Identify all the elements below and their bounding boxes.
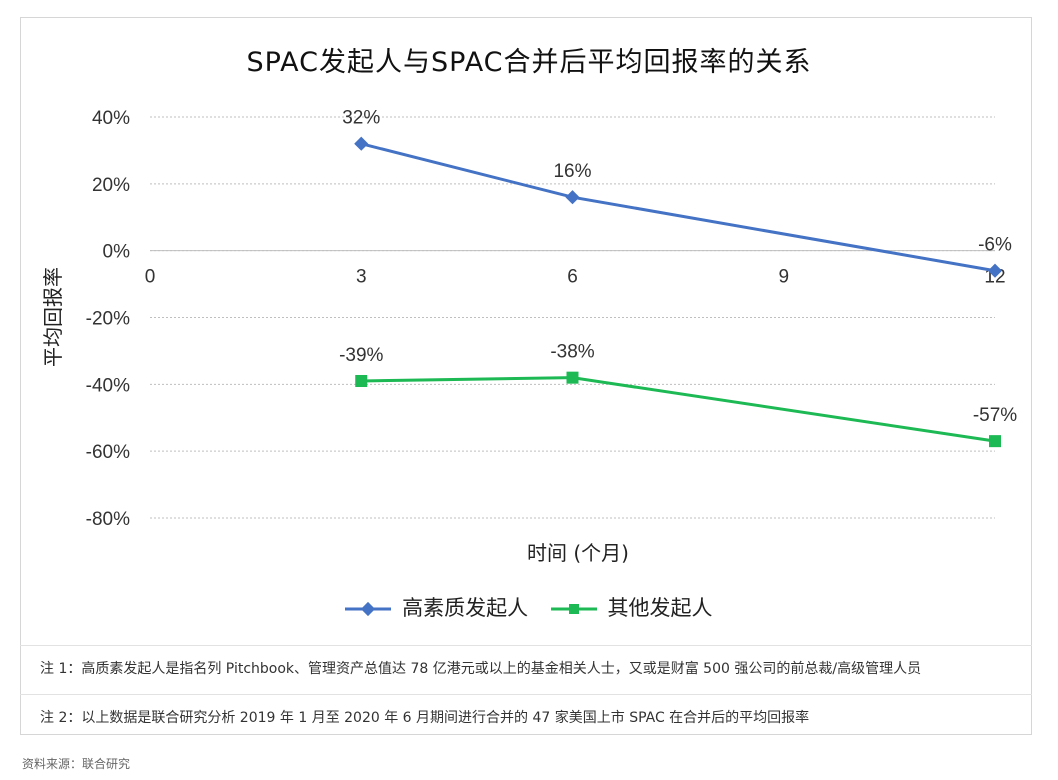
series-line [361,376,996,443]
x-tick-labels: 036912 [145,267,1006,288]
series-line [360,142,996,273]
legend-item-high-quality: 高素质发起人 [345,592,528,622]
source-text: 资料来源：联合研究 [22,757,131,771]
note-1: 注 1：高质素发起人是指名列 Pitchbook、管理资产总值达 78 亿港元或… [40,661,922,677]
data-point-diamond [987,263,1003,278]
divider [20,645,1032,646]
data-label: -6% [978,235,1012,256]
series-group: 32% 16% -6% -39% -38% -57% [339,108,1017,448]
data-label: -38% [550,342,594,363]
y-tick-label: -60% [86,442,130,463]
y-tick-label: 0% [103,242,131,263]
x-tick-label: 0 [145,267,156,288]
y-tick-label: -20% [86,309,130,330]
line-chart: 40%20%0%-20%-40%-60%-80% 036912 32%16%-6… [41,108,1017,565]
data-point-square [355,374,368,387]
data-point-diamond [354,136,369,151]
y-axis-title: 平均回报率 [41,267,65,367]
data-point-square [566,371,579,384]
data-point-diamond [565,190,580,205]
legend-label-other: 其他发起人 [607,596,713,620]
x-tick-label: 9 [778,267,789,288]
chart-frame [20,17,1032,735]
y-tick-labels: 40% 20% 0% -20% -40% -60% -80% [86,108,130,530]
x-tick-label: 6 [567,267,578,288]
y-tick-label: -80% [86,509,130,530]
square-marker-icon [550,604,597,614]
y-tick-label: 20% [92,175,130,196]
data-label: 32% [342,108,380,129]
legend-item-other: 其他发起人 [550,592,713,622]
legend: 高素质发起人 其他发起人 [0,592,1058,622]
y-tick-label: 40% [92,108,130,129]
data-label: -57% [973,405,1017,426]
x-axis-title: 时间 (个月) [527,541,629,565]
note-2: 注 2：以上数据是联合研究分析 2019 年 1 月至 2020 年 6 月期间… [40,710,810,726]
legend-label-high-quality: 高素质发起人 [402,596,529,620]
data-label: -39% [339,345,383,366]
diamond-marker-icon [345,601,392,617]
data-label: 16% [553,161,591,182]
x-tick-label: 3 [356,267,367,288]
grid-lines [150,116,995,519]
chart-title: SPAC发起人与SPAC合并后平均回报率的关系 [246,47,812,78]
y-tick-label: -40% [86,375,130,396]
divider [20,694,1032,695]
data-point-square [989,435,1001,448]
